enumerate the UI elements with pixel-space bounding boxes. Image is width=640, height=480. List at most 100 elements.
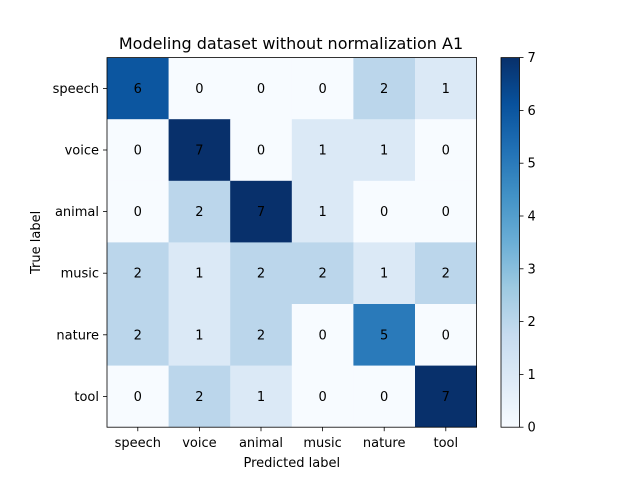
heatmap-cell — [353, 304, 416, 366]
colorbar-tick-label: 4 — [528, 210, 536, 225]
cell-value-label: 0 — [318, 390, 326, 405]
cell-value-label: 1 — [442, 82, 450, 97]
cell-value-label: 0 — [318, 328, 326, 343]
x-tick-label: speech — [115, 436, 161, 451]
heatmap-cell-labels: 6 0 0 0 2 1 0 7 0 1 1 0 0 2 7 1 0 0 2 1 2 2 1 2 2 1 2 0 5 0 0 2 1 0 0 7 — [134, 82, 450, 405]
cell-value-label: 1 — [318, 205, 326, 220]
cell-value-label: 2 — [195, 390, 203, 405]
cell-value-label: 0 — [134, 390, 142, 405]
cell-value-label: 1 — [195, 328, 203, 343]
heatmap-cell — [107, 304, 169, 366]
cell-value-label: 1 — [380, 267, 388, 282]
y-tick-label: voice — [65, 144, 99, 159]
heatmap-cell — [353, 119, 416, 182]
x-tick-label: tool — [433, 436, 458, 451]
x-tick-label: music — [303, 436, 341, 451]
heatmap-cell — [230, 57, 293, 120]
heatmap-cells — [107, 57, 477, 428]
cell-value-label: 2 — [442, 267, 450, 282]
colorbar-tick-label: 2 — [528, 315, 536, 330]
x-axis-ticks: speech voice animal music nature tool — [115, 427, 458, 451]
heatmap-cell — [353, 365, 416, 428]
colorbar-tick-label: 7 — [528, 51, 536, 66]
colorbar-tick-label: 5 — [528, 157, 536, 172]
cell-value-label: 2 — [257, 328, 265, 343]
heatmap-cell — [168, 365, 231, 428]
heatmap-cell — [415, 57, 477, 120]
heatmap-cell — [168, 242, 231, 305]
cell-value-label: 2 — [134, 267, 142, 282]
heatmap-cell — [415, 365, 477, 428]
colorbar-tick-label: 3 — [528, 262, 536, 277]
heatmap-cell — [230, 365, 293, 428]
x-axis-label: Predicted label — [243, 456, 340, 471]
colorbar-tick-label: 1 — [528, 368, 536, 383]
plot-frame — [106, 57, 478, 428]
colorbar — [500, 57, 520, 428]
heatmap-cell — [230, 119, 293, 182]
cell-value-label: 0 — [195, 82, 203, 97]
cell-value-label: 2 — [134, 328, 142, 343]
y-tick-label: music — [61, 267, 99, 282]
heatmap-cell — [291, 119, 354, 182]
heatmap-cell — [291, 57, 354, 120]
heatmap-cell — [168, 57, 231, 120]
heatmap-cell — [353, 242, 416, 305]
cell-value-label: 0 — [257, 82, 265, 97]
cell-value-label: 5 — [380, 328, 388, 343]
y-axis-label: True label — [29, 211, 44, 275]
x-tick-label: voice — [182, 436, 216, 451]
cell-value-label: 0 — [318, 82, 326, 97]
x-tick-label: animal — [239, 436, 283, 451]
y-tick-label: animal — [55, 205, 99, 220]
cell-value-label: 0 — [442, 144, 450, 159]
heatmap-cell — [168, 119, 231, 182]
cell-value-label: 0 — [380, 205, 388, 220]
y-tick-label: tool — [74, 390, 99, 405]
cell-value-label: 2 — [380, 82, 388, 97]
colorbar-tick-label: 6 — [528, 104, 536, 119]
heatmap-cell — [107, 180, 169, 243]
y-tick-label: nature — [56, 328, 99, 343]
colorbar-ticks: 0 1 2 3 4 5 6 7 — [519, 51, 536, 436]
heatmap-cell — [230, 242, 293, 305]
cell-value-label: 0 — [380, 390, 388, 405]
cell-value-label: 1 — [380, 144, 388, 159]
heatmap-cell — [353, 57, 416, 120]
heatmap-cell — [291, 242, 354, 305]
heatmap-cell — [291, 180, 354, 243]
heatmap-cell — [168, 304, 231, 366]
heatmap-cell — [415, 242, 477, 305]
heatmap-cell — [353, 180, 416, 243]
x-tick-label: nature — [363, 436, 406, 451]
colorbar-tick-label: 0 — [528, 421, 536, 436]
cell-value-label: 1 — [318, 144, 326, 159]
cell-value-label: 2 — [257, 267, 265, 282]
cell-value-label: 2 — [195, 205, 203, 220]
heatmap-cell — [107, 365, 169, 428]
heatmap-cell — [415, 180, 477, 243]
cell-value-label: 0 — [134, 205, 142, 220]
y-axis-ticks: speech voice animal music nature tool — [53, 82, 107, 405]
heatmap-cell — [107, 57, 169, 120]
cell-value-label: 0 — [442, 328, 450, 343]
cell-value-label: 1 — [195, 267, 203, 282]
cell-value-label: 7 — [257, 205, 265, 220]
cell-value-label: 7 — [442, 390, 450, 405]
heatmap-cell — [107, 242, 169, 305]
y-tick-label: speech — [53, 82, 99, 97]
heatmap-cell — [415, 304, 477, 366]
heatmap-cell — [415, 119, 477, 182]
cell-value-label: 0 — [257, 144, 265, 159]
cell-value-label: 0 — [134, 144, 142, 159]
cell-value-label: 2 — [318, 267, 326, 282]
cell-value-label: 6 — [134, 82, 142, 97]
heatmap-cell — [107, 119, 169, 182]
heatmap-cell — [168, 180, 231, 243]
cell-value-label: 1 — [257, 390, 265, 405]
cell-value-label: 7 — [195, 144, 203, 159]
heatmap-cell — [291, 304, 354, 366]
heatmap-cell — [291, 365, 354, 428]
heatmap-cell — [230, 304, 293, 366]
